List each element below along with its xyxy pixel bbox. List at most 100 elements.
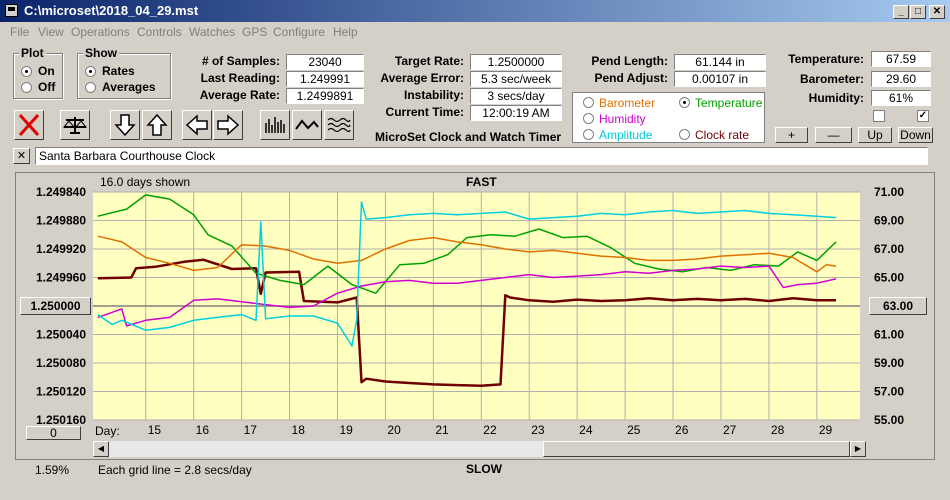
x-tick-label: 16: [196, 423, 210, 437]
barometer-field: 29.60: [871, 71, 931, 87]
clock-rate-option[interactable]: Clock rate: [695, 128, 750, 142]
left-tick-label: 1.250120: [36, 385, 86, 399]
fast-label: FAST: [466, 175, 497, 189]
close-button[interactable]: ✕: [929, 5, 945, 19]
temperature-radio[interactable]: [679, 97, 690, 108]
menu-controls[interactable]: Controls: [137, 25, 182, 39]
x-tick-label: 21: [435, 423, 449, 437]
right-tick-label: 69.00: [874, 214, 904, 228]
clock-name-field[interactable]: Santa Barbara Courthouse Clock: [35, 147, 928, 165]
left-tick-label: 1.249920: [36, 242, 86, 256]
down-arrow-button[interactable]: [110, 110, 140, 140]
amplitude-option[interactable]: Amplitude: [599, 128, 653, 142]
average-rate-label: Average Rate:: [199, 88, 280, 102]
humidity-label: Humidity:: [808, 91, 864, 105]
minimize-button[interactable]: _: [893, 5, 909, 19]
down-button[interactable]: Down: [898, 127, 933, 143]
left-tick-label: 1.250160: [36, 413, 86, 427]
left-tick-label: 1.249880: [36, 214, 86, 228]
target-rate-label: Target Rate:: [394, 54, 464, 68]
up-button[interactable]: Up: [858, 127, 892, 143]
x-tick-label: 24: [579, 423, 593, 437]
x-tick-label: 23: [531, 423, 545, 437]
average-error-label: Average Error:: [380, 71, 464, 85]
plot-off-label: Off: [38, 80, 56, 94]
clear-clock-button[interactable]: ✕: [13, 148, 30, 164]
grid-note-label: Each grid line = 2.8 secs/day: [98, 463, 252, 477]
show-group-label: Show: [83, 46, 119, 60]
right-tick-label: 71.00: [874, 185, 904, 199]
menu-operations[interactable]: Operations: [71, 25, 130, 39]
show-averages-label: Averages: [102, 80, 156, 94]
scroll-thumb[interactable]: [543, 441, 850, 457]
scroll-right-arrow[interactable]: ▶: [850, 441, 866, 457]
barometer-option[interactable]: Barometer: [599, 96, 656, 110]
humidity-field: 61%: [871, 90, 931, 106]
show-rates-radio[interactable]: [85, 66, 96, 77]
series-line-clock-rate: [97, 258, 836, 388]
plus-button[interactable]: +: [775, 127, 808, 143]
humidity-radio[interactable]: [583, 113, 594, 124]
x-tick-label: 17: [244, 423, 258, 437]
amplitude-radio[interactable]: [583, 129, 594, 140]
clock-rate-radio[interactable]: [679, 129, 690, 140]
right-arrow-button[interactable]: [213, 110, 243, 140]
pend-length-label: Pend Length:: [591, 54, 668, 68]
x-tick-label: 27: [723, 423, 737, 437]
up-arrow-button[interactable]: [142, 110, 172, 140]
x-tick-label: 25: [627, 423, 641, 437]
arrow-down-icon: [114, 114, 136, 137]
slow-label: SLOW: [466, 462, 502, 476]
balance-button[interactable]: [60, 110, 90, 140]
right-checkbox[interactable]: ✓: [917, 110, 929, 122]
center-left-button[interactable]: 1.250000: [20, 297, 91, 315]
barometer-radio[interactable]: [583, 97, 594, 108]
x-tick-label: 28: [771, 423, 785, 437]
humidity-option[interactable]: Humidity: [599, 112, 646, 126]
pend-length-field: 61.144 in: [674, 54, 766, 70]
menu-file[interactable]: File: [10, 25, 30, 39]
left-scroll-value-button[interactable]: 0: [26, 426, 81, 440]
wave-view-button[interactable]: [324, 110, 354, 140]
center-right-button[interactable]: 63.00: [869, 297, 927, 315]
x-tick-label: 18: [292, 423, 306, 437]
menu-configure[interactable]: Configure: [273, 25, 326, 39]
right-tick-label: 55.00: [874, 413, 904, 427]
bars-view-button[interactable]: [260, 110, 290, 140]
x-tick-label: 26: [675, 423, 689, 437]
last-reading-field: 1.249991: [286, 71, 364, 87]
app-icon[interactable]: [5, 4, 18, 17]
right-tick-label: 59.00: [874, 356, 904, 370]
minus-button[interactable]: —: [815, 127, 852, 143]
menu-help[interactable]: Help: [333, 25, 358, 39]
menu-watches[interactable]: Watches: [189, 25, 236, 39]
line-view-button[interactable]: [292, 110, 322, 140]
plot-on-label: On: [38, 64, 55, 78]
left-arrow-button[interactable]: [182, 110, 212, 140]
samples-label: # of Samples:: [201, 54, 280, 68]
stop-button[interactable]: [14, 110, 44, 140]
x-tick-label: 15: [148, 423, 162, 437]
menu-gps[interactable]: GPS: [242, 25, 268, 39]
current-time-label: Current Time:: [385, 105, 464, 119]
left-tick-label: 1.249840: [36, 185, 86, 199]
barometer-label: Barometer:: [799, 72, 864, 86]
show-averages-radio[interactable]: [85, 82, 96, 93]
plot-off-radio[interactable]: [21, 82, 32, 93]
plot-on-radio[interactable]: [21, 66, 32, 77]
instability-label: Instability:: [403, 88, 464, 102]
scroll-left-arrow[interactable]: ◀: [93, 441, 109, 457]
maximize-button[interactable]: □: [910, 5, 926, 19]
wave-icon: [327, 117, 351, 133]
average-error-field: 5.3 sec/week: [470, 71, 562, 87]
last-reading-label: Last Reading:: [200, 71, 280, 85]
arrow-up-icon: [146, 113, 168, 136]
pend-adjust-label: Pend Adjust:: [594, 71, 668, 85]
menu-view[interactable]: View: [38, 25, 64, 39]
temperature-option[interactable]: Temperature: [695, 96, 763, 110]
pend-adjust-field: 0.00107 in: [674, 71, 766, 87]
left-checkbox[interactable]: [873, 110, 885, 122]
right-tick-label: 57.00: [874, 385, 904, 399]
target-rate-field: 1.2500000: [470, 54, 562, 70]
